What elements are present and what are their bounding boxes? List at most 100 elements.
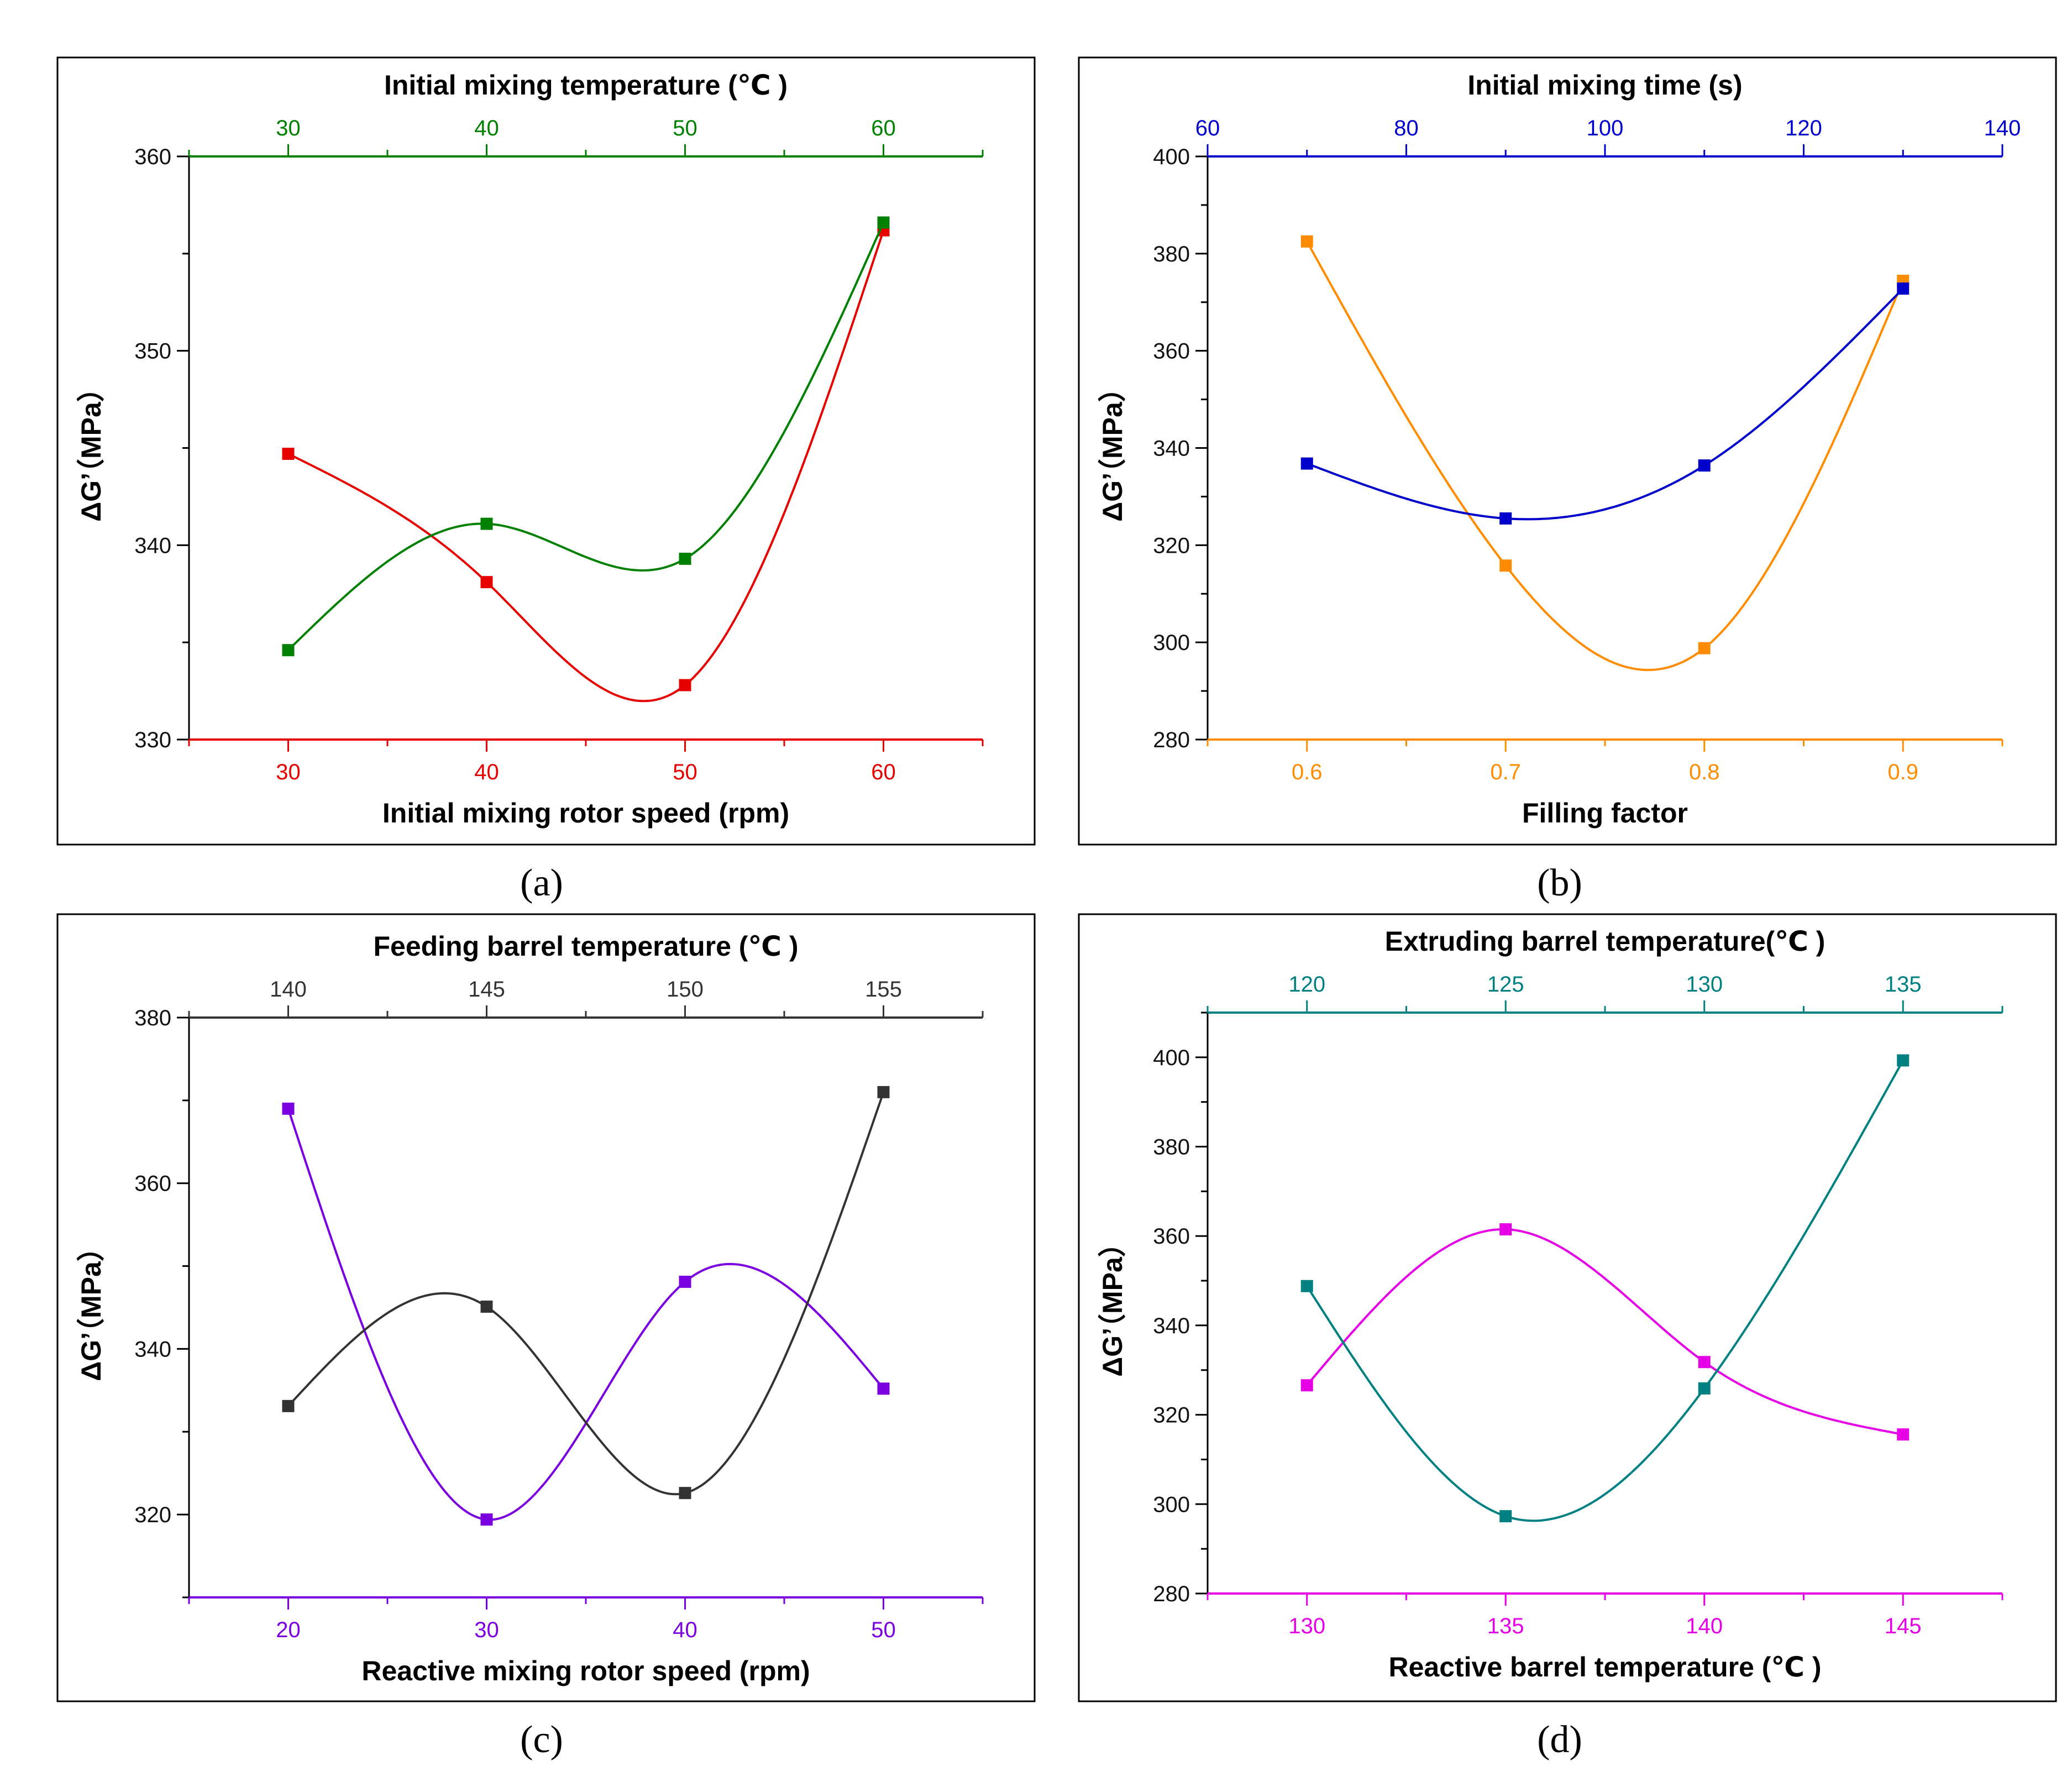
data-point xyxy=(679,1276,691,1288)
y-tick-label: 360 xyxy=(1153,339,1190,364)
data-point xyxy=(480,1513,493,1526)
top-tick-label: 60 xyxy=(1195,116,1220,140)
panel-frame xyxy=(1078,56,2057,846)
data-point xyxy=(877,1382,890,1395)
y-tick-label: 360 xyxy=(1153,1224,1190,1249)
bottom-tick-label: 30 xyxy=(474,1618,499,1642)
data-point xyxy=(1698,1382,1711,1395)
y-tick-label: 400 xyxy=(1153,1046,1190,1070)
data-point xyxy=(282,1102,295,1115)
data-point xyxy=(1499,559,1512,572)
data-point xyxy=(1300,457,1313,470)
panel-frame xyxy=(1078,913,2057,1702)
bottom-tick-label: 50 xyxy=(673,760,697,784)
top-tick-label: 150 xyxy=(667,977,704,1002)
data-point xyxy=(1300,1280,1313,1292)
chart-panel-c: 320 340 360 380 ΔG’（MPa） 20 30 40 50 Reactive mix… xyxy=(56,913,1036,1761)
data-point xyxy=(1300,235,1313,248)
bottom-tick-label: 0.8 xyxy=(1689,760,1720,784)
top-tick-label: 100 xyxy=(1587,116,1624,140)
bottom-tick-label: 135 xyxy=(1487,1614,1524,1638)
top-tick-label: 50 xyxy=(673,116,697,140)
series-line-2 xyxy=(287,222,885,651)
chart-panel-d: 280 300 320 340 360 380 400 ΔG’（MPa） 130 135 140 14… xyxy=(1078,913,2057,1761)
data-point xyxy=(480,517,493,530)
top-tick-label: 135 xyxy=(1885,972,1922,997)
series-line-2 xyxy=(287,1092,885,1496)
series-line-1 xyxy=(287,1108,885,1521)
panel-caption: (a) xyxy=(520,862,563,904)
top-tick-label: 120 xyxy=(1785,116,1822,140)
y-axis-title: ΔG’（MPa） xyxy=(76,1234,107,1381)
bottom-tick-label: 145 xyxy=(1885,1614,1922,1638)
y-tick-label: 380 xyxy=(1153,242,1190,266)
bottom-axis-title: Reactive mixing rotor speed (rpm) xyxy=(361,1655,810,1686)
y-tick-label: 280 xyxy=(1153,728,1190,752)
chart-panel-b: 280 300 320 340 360 380 400 ΔG’（MPa） 0.6 0.7 0.8 0.… xyxy=(1078,56,2057,904)
top-tick-label: 125 xyxy=(1487,972,1524,997)
panel-frame xyxy=(56,913,1036,1702)
bottom-tick-label: 0.6 xyxy=(1292,760,1323,784)
chart-panel-a: 330 340 350 360 ΔG’（MPa） 30 40 50 60 Initial mixi… xyxy=(56,56,1036,904)
y-axis-title: ΔG’（MPa） xyxy=(1097,374,1128,522)
bottom-tick-label: 0.9 xyxy=(1887,760,1918,784)
y-tick-label: 280 xyxy=(1153,1582,1190,1606)
y-tick-label: 350 xyxy=(134,339,171,364)
top-tick-label: 80 xyxy=(1394,116,1419,140)
data-point xyxy=(1897,1428,1910,1441)
top-axis-title: Initial mixing temperature (℃ ) xyxy=(384,70,788,101)
data-point xyxy=(1300,1379,1313,1392)
data-point xyxy=(480,1301,493,1313)
bottom-tick-label: 20 xyxy=(276,1618,301,1642)
series-line-2 xyxy=(1306,1060,1905,1522)
top-axis-title: Extruding barrel temperature(℃ ) xyxy=(1385,926,1826,957)
top-tick-label: 155 xyxy=(865,977,902,1002)
top-tick-label: 130 xyxy=(1686,972,1723,997)
data-point xyxy=(679,1487,691,1500)
y-tick-label: 340 xyxy=(1153,1314,1190,1338)
y-axis-title: ΔG’（MPa） xyxy=(1097,1229,1128,1377)
data-point xyxy=(1698,1356,1711,1369)
bottom-axis-title: Initial mixing rotor speed (rpm) xyxy=(382,798,789,829)
y-tick-label: 330 xyxy=(134,728,171,752)
data-point xyxy=(1499,512,1512,525)
data-point xyxy=(282,1400,295,1412)
y-tick-label: 380 xyxy=(134,1006,171,1030)
top-tick-label: 40 xyxy=(474,116,499,140)
data-point xyxy=(1897,282,1910,295)
y-tick-label: 340 xyxy=(1153,437,1190,461)
bottom-axis-title: Filling factor xyxy=(1522,798,1688,829)
data-point xyxy=(480,576,493,589)
top-axis-title: Feeding barrel temperature (℃ ) xyxy=(373,931,798,962)
data-point xyxy=(282,644,295,657)
series-line-1 xyxy=(287,229,885,703)
bottom-tick-label: 30 xyxy=(276,760,301,784)
top-tick-label: 60 xyxy=(871,116,896,140)
series-line-1 xyxy=(1306,1228,1903,1436)
y-tick-label: 400 xyxy=(1153,145,1190,169)
data-point xyxy=(1698,459,1711,472)
bottom-tick-label: 140 xyxy=(1686,1614,1723,1638)
y-tick-label: 340 xyxy=(134,1337,171,1361)
panel-caption: (c) xyxy=(520,1718,563,1761)
data-point xyxy=(1499,1223,1512,1236)
series-line-1 xyxy=(1306,240,1905,672)
data-point xyxy=(679,679,691,691)
panel-frame xyxy=(56,56,1036,846)
bottom-tick-label: 40 xyxy=(474,760,499,784)
bottom-axis-title: Reactive barrel temperature (℃ ) xyxy=(1388,1652,1821,1683)
data-point xyxy=(1897,1054,1910,1067)
y-tick-label: 300 xyxy=(1153,631,1190,655)
y-axis-title: ΔG’（MPa） xyxy=(76,374,107,522)
bottom-tick-label: 60 xyxy=(871,760,896,784)
data-point xyxy=(679,552,691,565)
data-point xyxy=(877,216,890,229)
y-tick-label: 360 xyxy=(134,145,171,169)
bottom-tick-label: 40 xyxy=(673,1618,697,1642)
data-point xyxy=(282,448,295,460)
series-line-2 xyxy=(1307,287,1904,521)
bottom-tick-label: 50 xyxy=(871,1618,896,1642)
bottom-tick-label: 130 xyxy=(1288,1614,1325,1638)
bottom-tick-label: 0.7 xyxy=(1490,760,1521,784)
y-tick-label: 380 xyxy=(1153,1135,1190,1160)
